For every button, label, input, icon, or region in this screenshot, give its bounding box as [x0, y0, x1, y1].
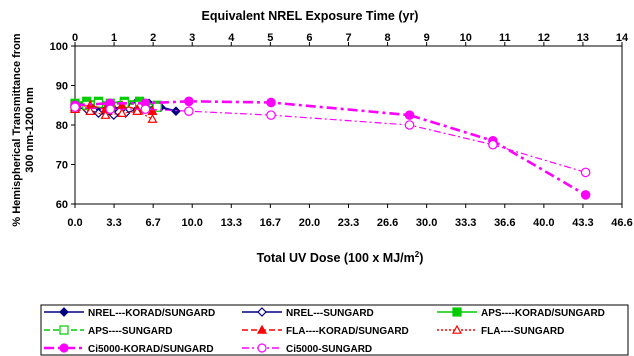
x-axis-title: Total UV Dose (100 x MJ/m2)	[257, 250, 424, 265]
legend-marker	[59, 307, 69, 317]
x-tick-label: 10.0	[182, 217, 203, 229]
y-tick-label: 80	[56, 120, 68, 132]
x-tick-label: 23.3	[338, 217, 359, 229]
data-point	[184, 106, 194, 116]
legend-entry: APS----KORAD/SUNGARD	[437, 307, 605, 319]
top-tick-label: 10	[460, 32, 472, 44]
y-tick-label: 90	[56, 81, 68, 93]
legend-entry: APS----SUNGARD	[44, 325, 172, 337]
legend-entry: NREL---KORAD/SUNGARD	[44, 307, 215, 319]
x-tick-label: 46.6	[611, 217, 632, 229]
legend-marker	[256, 324, 268, 334]
legend-marker	[59, 325, 69, 335]
top-axis-title: Equivalent NREL Exposure Time (yr)	[202, 9, 419, 23]
data-point	[105, 104, 116, 114]
legend-marker	[257, 307, 267, 317]
data-point	[116, 107, 127, 117]
data-point	[100, 109, 111, 119]
top-tick-label: 14	[616, 32, 629, 44]
data-point	[184, 96, 194, 107]
top-tick-label: 0	[72, 32, 78, 44]
data-point	[404, 110, 415, 120]
x-tick-label: 43.3	[572, 217, 593, 229]
legend-label: APS----SUNGARD	[88, 326, 172, 337]
y-tick-label: 70	[56, 160, 68, 172]
top-tick-label: 4	[228, 32, 235, 44]
top-tick-label: 5	[267, 32, 273, 44]
legend-label: Ci5000-SUNGARD	[286, 344, 372, 355]
x-tick-label: 36.6	[494, 217, 515, 229]
top-tick-label: 7	[345, 32, 351, 44]
legend-box	[40, 304, 629, 356]
data-point	[580, 190, 591, 200]
top-tick-label: 2	[150, 32, 156, 44]
x-axis-title-end: )	[419, 251, 423, 265]
data-point	[266, 110, 276, 120]
y-tick-label: 100	[50, 41, 68, 53]
top-tick-label: 11	[499, 32, 511, 44]
legend-entry: Ci5000-KORAD/SUNGARD	[44, 343, 214, 355]
series-line	[74, 99, 587, 197]
legend-label: APS----KORAD/SUNGARD	[481, 308, 605, 319]
series-7	[70, 102, 591, 178]
legend-entry: NREL---SUNGARD	[242, 307, 374, 319]
top-tick-label: 6	[306, 32, 312, 44]
top-tick-label: 13	[577, 32, 589, 44]
x-tick-label: 20.0	[299, 217, 320, 229]
x-tick-label: 3.3	[106, 217, 121, 229]
top-tick-label: 3	[189, 32, 195, 44]
legend-label: FLA----SUNGARD	[481, 326, 564, 337]
data-point	[140, 104, 151, 114]
y-axis-title-line1: % Hemispherical Transmittance from	[11, 33, 23, 226]
legend-marker	[451, 324, 463, 334]
legend-label: Ci5000-KORAD/SUNGARD	[88, 344, 214, 355]
data-point	[266, 97, 276, 108]
x-axis-title-superscript: 2	[415, 250, 420, 259]
data-point	[147, 113, 158, 123]
data-point	[488, 139, 498, 150]
legend-entry: Ci5000-SUNGARD	[242, 343, 372, 355]
legend-entry: FLA----KORAD/SUNGARD	[242, 324, 409, 337]
x-tick-label: 40.0	[533, 217, 554, 229]
y-tick-label: 60	[56, 199, 68, 211]
x-tick-label: 26.6	[377, 217, 398, 229]
data-point	[132, 105, 143, 115]
series-line	[74, 106, 586, 173]
legend-marker	[59, 343, 69, 353]
x-tick-label: 30.0	[416, 217, 437, 229]
y-axis-title-line2: 300 nm-1200 nm	[24, 87, 36, 173]
x-tick-label: 16.7	[260, 217, 281, 229]
top-tick-label: 8	[385, 32, 391, 44]
x-tick-label: 33.3	[455, 217, 476, 229]
legend-entry: FLA----SUNGARD	[437, 324, 564, 337]
legend-marker	[452, 307, 462, 317]
x-tick-label: 13.3	[221, 217, 242, 229]
legend-marker	[257, 343, 267, 353]
top-tick-label: 1	[111, 32, 117, 44]
data-point	[85, 105, 96, 115]
top-tick-label: 9	[424, 32, 430, 44]
plot-area-frame	[74, 45, 623, 205]
data-point	[404, 120, 415, 130]
legend-label: NREL---KORAD/SUNGARD	[88, 308, 215, 319]
legend-label: FLA----KORAD/SUNGARD	[286, 326, 409, 337]
data-point	[70, 102, 80, 113]
data-point	[93, 108, 104, 118]
legend-label: NREL---SUNGARD	[286, 308, 374, 319]
x-tick-label: 0.0	[67, 217, 82, 229]
data-point	[580, 167, 591, 178]
top-tick-label: 12	[538, 32, 550, 44]
x-tick-label: 6.7	[145, 217, 160, 229]
x-axis-title-main: Total UV Dose (100 x MJ/m	[257, 251, 415, 265]
